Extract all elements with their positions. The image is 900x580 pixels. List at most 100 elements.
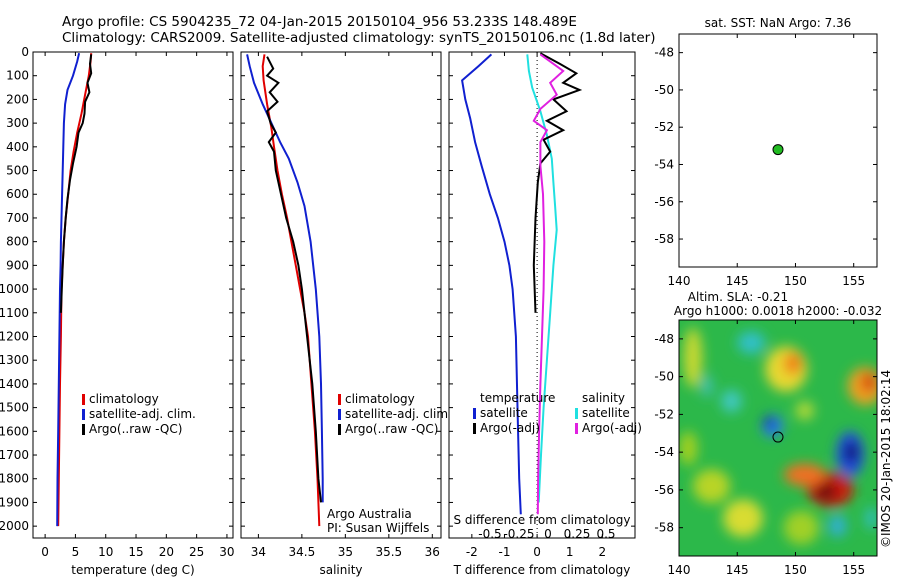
- panel-temperature: 0 5 10 15 20 25 300100200300400500600700800900…: [0, 45, 235, 577]
- x-tick-label: 145: [726, 274, 749, 288]
- panel-difference: -2 -1 0 1 2T difference from climatologytemp…: [448, 51, 642, 577]
- heatmap-anomaly: [783, 463, 826, 487]
- salinity-annotation: Argo Australia: [327, 507, 412, 521]
- y-tick-label: -58: [654, 521, 674, 535]
- panel-sst_map: 140 145 150 155 -48 -50 -52 -54 -56 -58 sat. SST: …: [654, 16, 878, 288]
- argo-position-marker: [772, 144, 784, 156]
- x-tick-label: 34: [251, 545, 266, 559]
- panel-salinity: 34 34.5 35 35.5 36 salinity climatologysatelli…: [240, 51, 452, 577]
- legend-swatch: [575, 423, 578, 434]
- heatmap-anomaly: [795, 401, 815, 421]
- legend-swatch: [82, 424, 85, 435]
- legend-entry: salinity: [582, 391, 625, 405]
- map-title: Altim. SLA: -0.21: [688, 290, 788, 304]
- series-argo-raw-qc-: [265, 56, 322, 503]
- series-satellite-adj-clim-: [246, 54, 324, 503]
- series-sal-satellite: [526, 54, 558, 503]
- series-satellite: [461, 53, 522, 515]
- legend-swatch: [338, 394, 341, 405]
- heatmap-anomaly: [692, 469, 731, 504]
- x-tick-label: 10: [98, 545, 113, 559]
- y-tick-label: -52: [654, 407, 674, 421]
- y-tick-label: 300: [6, 116, 29, 130]
- heatmap-field: [679, 327, 877, 545]
- legend-entry: satellite: [582, 406, 630, 420]
- x2-tick-label: 0: [544, 527, 552, 541]
- y-tick-label: 1100: [0, 306, 29, 320]
- x2-tick-label: -0.25: [503, 527, 534, 541]
- heatmap-anomaly: [861, 372, 876, 392]
- axes-box: [448, 51, 636, 539]
- heatmap-anomaly: [828, 514, 847, 538]
- x-tick-label: 140: [668, 563, 691, 577]
- x-tick-label: -1: [498, 545, 510, 559]
- heatmap-anomaly: [701, 374, 713, 398]
- legend-swatch: [82, 394, 85, 405]
- y-tick-label: -50: [654, 370, 674, 384]
- legend-entry: Argo(..raw -QC): [89, 422, 182, 436]
- y-tick-label: -52: [654, 120, 674, 134]
- legend-entry: satellite: [480, 406, 528, 420]
- y-tick-label: 0: [21, 45, 29, 59]
- x-tick-label: 35.5: [375, 545, 402, 559]
- x2-tick-label: 0.5: [596, 527, 615, 541]
- series-argo-raw-qc-: [59, 54, 93, 313]
- y-tick-label: -54: [654, 157, 674, 171]
- y-tick-label: 500: [6, 164, 29, 178]
- heatmap-anomaly: [761, 414, 783, 438]
- y-tick-label: 1700: [0, 448, 29, 462]
- y-tick-label: 700: [6, 211, 29, 225]
- y-tick-label: 1400: [0, 377, 29, 391]
- heatmap-anomaly: [815, 482, 837, 502]
- legend-swatch: [338, 424, 341, 435]
- y-tick-label: 1200: [0, 329, 29, 343]
- heatmap-anomaly: [723, 499, 763, 538]
- legend-swatch: [473, 408, 476, 419]
- heatmap-anomaly: [865, 506, 877, 530]
- heatmap-anomaly: [783, 352, 803, 375]
- x-tick-label: 15: [128, 545, 143, 559]
- y-tick-label: 400: [6, 140, 29, 154]
- legend-entry: satellite-adj. clim.: [345, 407, 452, 421]
- x2-tick-label: -0.5: [478, 527, 501, 541]
- legend-entry: climatology: [345, 392, 415, 406]
- x-tick-label: 5: [72, 545, 80, 559]
- y-tick-label: 1500: [0, 401, 29, 415]
- y-tick-label: -54: [654, 445, 674, 459]
- heatmap-anomaly: [683, 327, 703, 388]
- y-tick-label: 200: [6, 92, 29, 106]
- y-tick-label: 1900: [0, 495, 29, 509]
- series-satellite-adj-clim-: [56, 52, 81, 527]
- y-tick-label: -58: [654, 232, 674, 246]
- panel-sla_map: 140 145 150 155 -48 -50 -52 -54 -56 -58 Altim. SLA…: [654, 290, 882, 577]
- y-tick-label: 1800: [0, 472, 29, 486]
- x-tick-label: 155: [842, 563, 865, 577]
- heatmap-anomaly: [720, 389, 742, 413]
- axes-box: [678, 319, 878, 557]
- x-axis-label: temperature (deg C): [71, 563, 194, 577]
- x-tick-label: 140: [668, 274, 691, 288]
- heatmap-anomaly: [844, 440, 859, 464]
- salinity-annotation: PI: Susan Wijffels: [327, 521, 429, 535]
- x-tick-label: -2: [466, 545, 478, 559]
- plot-area: 0 5 10 15 20 25 300100200300400500600700800900…: [0, 16, 882, 577]
- series-argo-adj-: [532, 52, 583, 313]
- legend-entry: climatology: [89, 392, 159, 406]
- legend-swatch: [338, 409, 341, 420]
- y-tick-label: -50: [654, 83, 674, 97]
- x2-axis-label: S difference from climatology: [454, 513, 631, 527]
- x-tick-label: 35: [338, 545, 353, 559]
- title-line-2: Climatology: CARS2009. Satellite-adjuste…: [62, 30, 655, 46]
- legend-swatch: [473, 423, 476, 434]
- x-tick-label: 20: [159, 545, 174, 559]
- legend-entry: Argo(-adj): [582, 421, 642, 435]
- legend-entry: Argo(..raw -QC): [345, 422, 438, 436]
- x-tick-label: 150: [784, 563, 807, 577]
- x-tick-label: 2: [599, 545, 607, 559]
- y-tick-label: 1600: [0, 424, 29, 438]
- title-line-1: Argo profile: CS 5904235_72 04-Jan-2015 …: [62, 14, 577, 30]
- x-tick-label: 30: [219, 545, 234, 559]
- x-tick-label: 25: [189, 545, 204, 559]
- heatmap-anomaly: [764, 416, 774, 428]
